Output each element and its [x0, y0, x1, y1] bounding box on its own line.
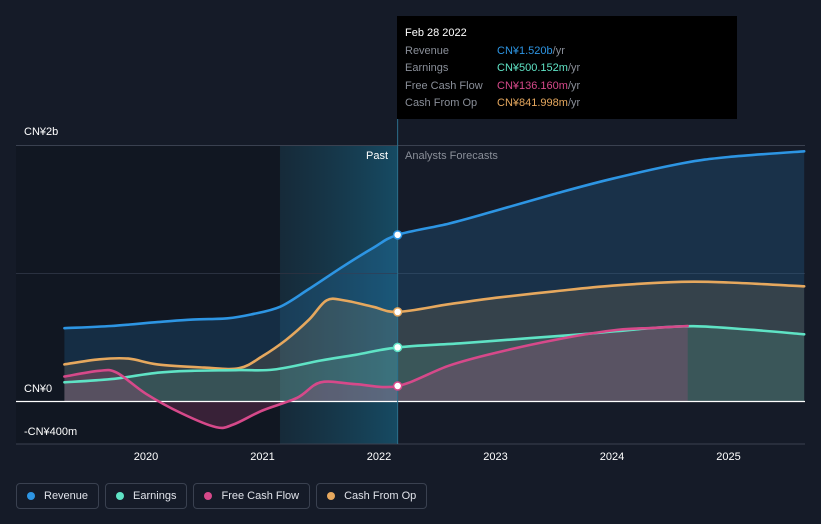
legend-dot-icon	[27, 492, 35, 500]
tooltip-value: CN¥136.160m	[497, 79, 568, 92]
tooltip-row-cfo: Cash From Op CN¥841.998m /yr	[405, 95, 729, 113]
legend-dot-icon	[327, 492, 336, 500]
x-tick-label: 2025	[716, 451, 741, 463]
marker-free-cash-flow	[392, 381, 403, 391]
series-line-cash-from-op	[63, 280, 806, 371]
x-tick-label: 2022	[366, 451, 392, 463]
x-tick-label: 2021	[250, 451, 275, 463]
legend: Revenue Earnings Free Cash Flow Cash Fro…	[16, 483, 428, 511]
legend-dot-icon	[204, 492, 213, 500]
area-earnings	[64, 326, 805, 402]
marker-earnings	[392, 342, 403, 353]
forecast-label: Analysts Forecasts	[405, 150, 498, 162]
tooltip-value: CN¥1.520b	[497, 44, 553, 57]
tooltip-row-earnings: Earnings CN¥500.152m /yr	[405, 60, 729, 78]
area-revenue	[64, 151, 805, 402]
legend-item-free-cash-flow[interactable]: Free Cash Flow	[193, 483, 311, 509]
tooltip-row-fcf: Free Cash Flow CN¥136.160m /yr	[405, 78, 729, 96]
x-tick-label: 2020	[133, 451, 159, 463]
y-tick-label-bottom: -CN¥400m	[24, 426, 78, 438]
x-tick-label: 2024	[599, 451, 625, 463]
legend-label: Free Cash Flow	[221, 490, 300, 502]
legend-label: Cash From Op	[344, 490, 417, 502]
tooltip-label: Cash From Op	[405, 97, 478, 109]
tooltip-unit: /yr	[567, 62, 581, 74]
legend-label: Revenue	[44, 490, 89, 502]
legend-item-earnings[interactable]: Earnings	[105, 483, 188, 509]
y-tick-label-top: CN¥2b	[24, 126, 59, 138]
tooltip-unit: /yr	[552, 44, 565, 57]
y-tick-label-zero: CN¥0	[24, 383, 53, 395]
tooltip-unit: /yr	[567, 79, 581, 92]
legend-label: Earnings	[133, 490, 177, 502]
tooltip-label: Earnings	[405, 62, 449, 74]
tooltip-row-revenue: Revenue CN¥1.520b /yr	[405, 43, 729, 61]
area-cash-from-op	[64, 281, 805, 402]
series-line-free-cash-flow	[63, 324, 689, 430]
tooltip-value: CN¥500.152m	[497, 62, 568, 74]
past-label: Past	[366, 150, 389, 162]
area-free-cash-flow	[64, 326, 688, 428]
tooltip-label: Free Cash Flow	[405, 79, 483, 92]
tooltip-label: Revenue	[405, 44, 450, 57]
x-tick-label: 2023	[483, 451, 508, 463]
legend-dot-icon	[116, 492, 125, 500]
marker-revenue	[392, 230, 403, 240]
marker-cash-from-op	[392, 307, 403, 317]
tooltip-date: Feb 28 2022	[405, 27, 467, 39]
tooltip-unit: /yr	[567, 97, 581, 109]
series-line-revenue	[63, 150, 806, 330]
tooltip: Feb 28 2022 Revenue CN¥1.520b /yr Earnin…	[397, 16, 737, 119]
tooltip-value: CN¥841.998m	[497, 97, 568, 109]
legend-item-cash-from-op[interactable]: Cash From Op	[316, 483, 428, 509]
legend-item-revenue[interactable]: Revenue	[16, 483, 100, 509]
